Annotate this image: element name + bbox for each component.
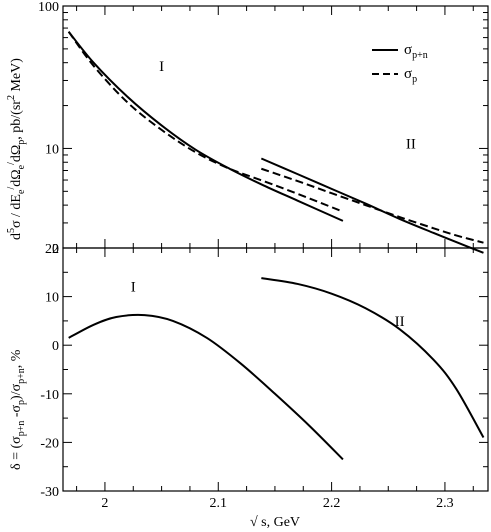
- top-y-axis-title: d5σ / dEe/dΩe/dΩp, pb/(sr2 MeV): [6, 58, 27, 240]
- bottom-y-tick-label: 0: [52, 339, 59, 354]
- top-series-line-0: [67, 31, 344, 222]
- bottom-series-line-0: [68, 313, 344, 461]
- top-series-line-3: [261, 167, 484, 244]
- bottom-series-line-1: [261, 277, 485, 439]
- bottom-region-label: I: [131, 280, 136, 296]
- x-tick-label: 2.3: [436, 496, 454, 511]
- x-tick-label: 2: [101, 496, 108, 511]
- bottom-y-tick-label: -20: [40, 436, 59, 451]
- legend: σp+n σp: [372, 42, 428, 85]
- top-y-tick-label: 2: [52, 242, 59, 257]
- bottom-y-tick-label: -30: [40, 485, 59, 500]
- legend-label-dashed: σp: [404, 66, 417, 85]
- top-y-tick-label: 100: [38, 0, 59, 15]
- top-axis-ticks: 100 10 2: [38, 0, 488, 257]
- top-y-tick-label: 10: [45, 142, 59, 157]
- bottom-y-axis-title: δ = (σp+n -σp)/σp+n, %: [9, 349, 27, 470]
- bottom-axis-ticks: 20 10 0 -10 -20 -30 2 2.1 2.2 2.3: [40, 242, 488, 511]
- x-axis-title: √ s, GeV: [250, 515, 300, 530]
- bottom-plot-frame: [62, 247, 489, 492]
- bottom-region-label: II: [395, 314, 405, 330]
- top-series-line-1: [67, 31, 344, 213]
- top-region-label: I: [159, 59, 164, 75]
- x-tick-label: 2.1: [210, 496, 228, 511]
- bottom-y-tick-label: -10: [40, 388, 59, 403]
- top-series-line-2: [260, 157, 484, 254]
- top-region-label: II: [406, 136, 416, 152]
- x-tick-label: 2.2: [323, 496, 341, 511]
- bottom-series-group: [68, 277, 485, 461]
- bottom-y-tick-label: 20: [45, 242, 59, 257]
- top-plot-frame: [62, 5, 489, 249]
- bottom-y-tick-label: 10: [45, 291, 59, 306]
- top-series-group: [67, 31, 484, 254]
- legend-label-solid: σp+n: [404, 42, 428, 61]
